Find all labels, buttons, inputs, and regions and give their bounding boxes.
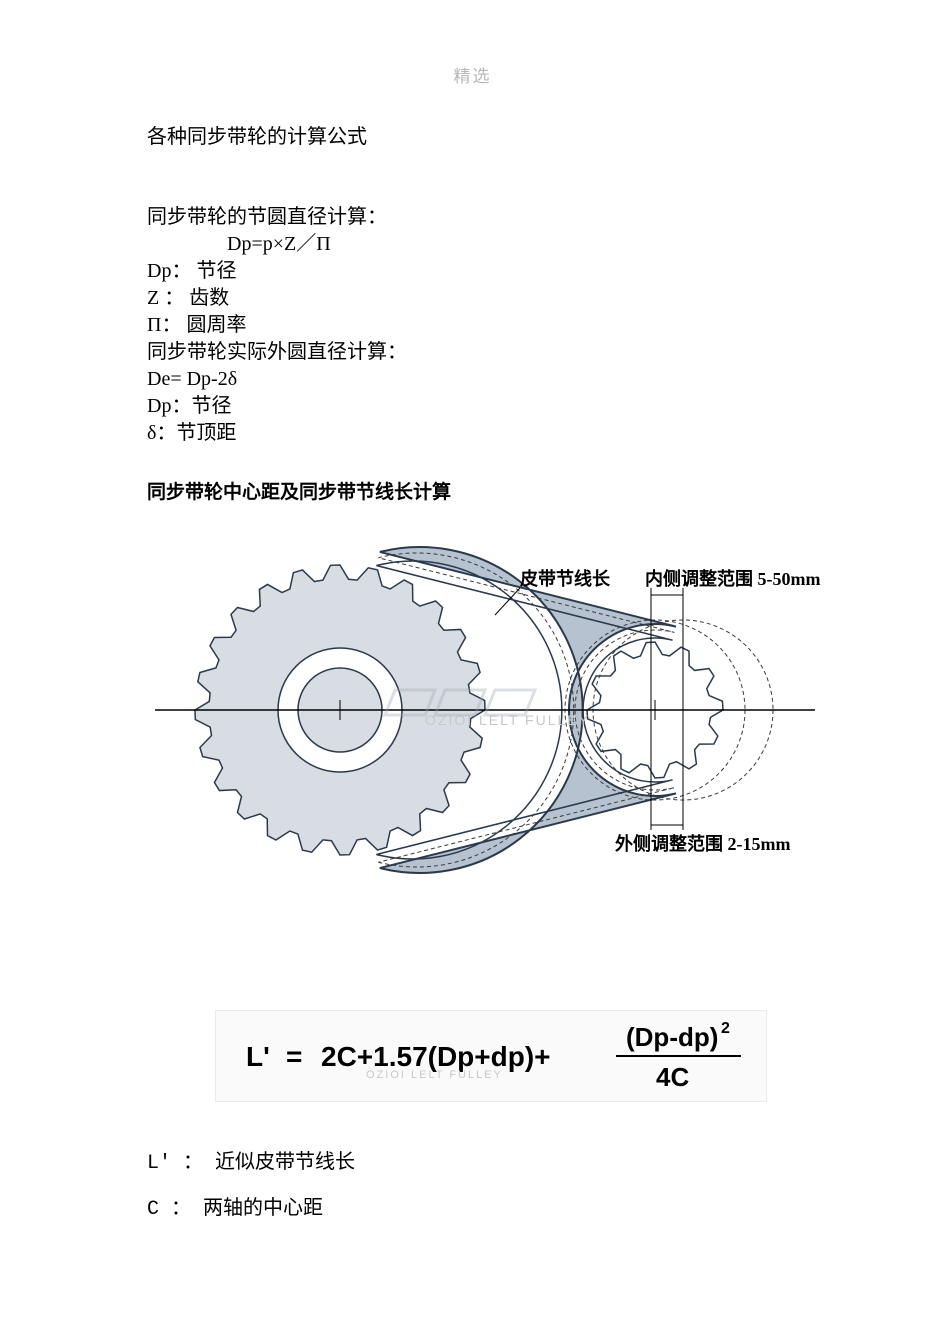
definitions: L' ： 近似皮带节线长 C ： 两轴的中心距: [147, 1140, 355, 1232]
s1-heading: 同步带轮的节圆直径计算：: [147, 204, 827, 231]
def-1: C ： 两轴的中心距: [147, 1186, 355, 1232]
f-lhs: L': [246, 1041, 270, 1072]
formula-svg: L' = 2C+1.57(Dp+dp)+ (Dp-dp) 2 4C: [216, 1011, 766, 1101]
label-inner-adjust: 内侧调整范围 5-50mm: [645, 565, 820, 591]
def-1-sep: ：: [171, 1198, 203, 1221]
label-outer-adjust: 外侧调整范围 2-15mm: [615, 830, 790, 856]
page-title: 各种同步带轮的计算公式: [147, 120, 827, 149]
f-eq: =: [286, 1041, 302, 1072]
s2-def-1: δ：节顶距: [147, 420, 827, 447]
formula-box: L' = 2C+1.57(Dp+dp)+ (Dp-dp) 2 4C OZIOI …: [215, 1010, 767, 1102]
s2-formula: De= Dp-2δ: [147, 366, 827, 393]
f-num: (Dp-dp): [626, 1022, 718, 1052]
def-1-sym: C: [147, 1198, 171, 1221]
formula-watermark: OZIOI LELT FULLEY: [366, 1069, 503, 1081]
s1-def-0: Dp： 节径: [147, 258, 827, 285]
s1-def-1: Z ： 齿数: [147, 285, 827, 312]
section1: 同步带轮的节圆直径计算： Dp=p×Z／Π Dp： 节径 Z ： 齿数 Π： 圆…: [147, 204, 827, 447]
def-0: L' ： 近似皮带节线长: [147, 1140, 355, 1186]
f-den: 4C: [656, 1062, 689, 1092]
def-0-sep: ：: [171, 1152, 215, 1175]
s1-formula: Dp=p×Z／Π: [147, 231, 827, 258]
pulley-diagram: OZIOI LELT FULLEY 皮带节线长 内侧调整范围 5-50mm 外侧…: [125, 540, 845, 880]
text-content: 各种同步带轮的计算公式 同步带轮的节圆直径计算： Dp=p×Z／Π Dp： 节径…: [147, 120, 827, 504]
f-num-sup: 2: [721, 1020, 730, 1037]
f-term1: 2C+1.57(Dp+dp)+: [321, 1041, 551, 1072]
def-1-text: 两轴的中心距: [203, 1197, 323, 1219]
def-0-sym: L': [147, 1152, 171, 1175]
s2-def-0: Dp：节径: [147, 393, 827, 420]
def-0-text: 近似皮带节线长: [215, 1151, 355, 1173]
label-belt-length: 皮带节线长: [520, 565, 610, 591]
s2-heading: 同步带轮实际外圆直径计算：: [147, 339, 827, 366]
s1-def-2: Π： 圆周率: [147, 312, 827, 339]
diagram-svg: OZIOI LELT FULLEY: [125, 540, 845, 880]
page-watermark: 精选: [0, 62, 945, 87]
section3-heading: 同步带轮中心距及同步带节线长计算: [147, 477, 827, 504]
